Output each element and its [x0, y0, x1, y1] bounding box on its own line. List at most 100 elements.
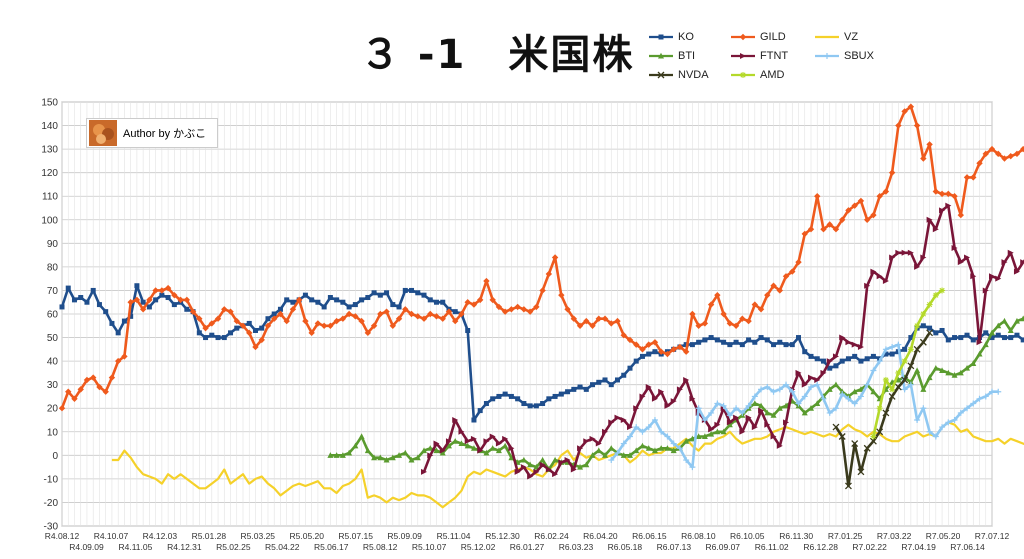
point-gild: [595, 315, 602, 322]
point-gild: [633, 341, 640, 348]
point-gild: [757, 306, 765, 313]
x-tick-label: R7.04.19: [901, 542, 936, 552]
point-gild: [77, 386, 84, 393]
point-gild: [283, 317, 290, 325]
point-nvda: [838, 433, 846, 440]
point-amd: [870, 433, 877, 440]
point-bti: [602, 452, 609, 458]
point-sbux: [764, 384, 771, 391]
legend-label: AMD: [760, 69, 785, 81]
point-ko: [1001, 335, 1007, 341]
point-bti: [408, 456, 415, 463]
point-gild: [576, 322, 584, 329]
point-ko: [359, 297, 365, 303]
point-ftnt: [539, 461, 546, 468]
point-gild: [876, 193, 883, 200]
point-gild: [551, 254, 559, 261]
point-ko: [983, 330, 989, 336]
point-ko: [277, 306, 283, 312]
point-sbux: [889, 343, 896, 350]
point-bti: [920, 386, 927, 392]
point-ko: [196, 330, 202, 336]
point-ko: [184, 306, 190, 312]
point-bti: [333, 452, 340, 458]
legend-item-amd: AMD: [730, 68, 784, 82]
author-badge: Author by かぶこ: [86, 118, 218, 148]
x-tick-label: R6.09.07: [706, 542, 741, 552]
x-tick-label: R5.12.02: [461, 542, 496, 552]
point-ftnt: [851, 341, 858, 348]
point-bti: [970, 360, 977, 366]
point-ftnt: [776, 442, 783, 449]
point-bti: [932, 364, 939, 371]
point-ko: [84, 299, 90, 305]
legend-item-nvda: NVDA: [648, 68, 709, 82]
point-ko: [820, 358, 826, 364]
point-gild: [533, 303, 540, 311]
legend-swatch-vz: [815, 35, 839, 39]
point-nvda: [919, 338, 927, 346]
point-ftnt: [914, 263, 921, 270]
series-line-ko: [60, 284, 1024, 422]
point-ko: [702, 337, 708, 343]
point-sbux: [939, 424, 946, 431]
point-gild: [152, 287, 159, 294]
x-tick-label: R4.08.12: [45, 531, 80, 541]
point-ko: [533, 403, 539, 409]
point-gild: [639, 346, 646, 353]
x-tick-label: R5.07.15: [338, 531, 373, 541]
point-bti: [626, 452, 633, 458]
point-gild: [745, 317, 752, 325]
point-ko: [708, 335, 714, 341]
point-bti: [452, 438, 459, 444]
point-ko: [171, 302, 177, 308]
point-ftnt: [470, 435, 477, 442]
point-ko: [627, 365, 633, 371]
point-sbux: [870, 367, 877, 374]
y-tick-label: 80: [47, 262, 59, 273]
point-gild: [320, 322, 328, 329]
x-tick-label: R7.07.12: [975, 531, 1010, 541]
point-bti: [427, 445, 434, 451]
point-gild: [963, 174, 971, 181]
point-gild: [389, 322, 397, 329]
point-ko: [427, 297, 433, 303]
point-ftnt: [595, 440, 602, 447]
point-ftnt: [520, 464, 527, 471]
point-ftnt: [907, 249, 914, 256]
point-ftnt: [483, 438, 490, 445]
point-ko: [958, 335, 964, 341]
point-ko: [546, 396, 552, 402]
y-tick-label: -20: [44, 498, 59, 509]
point-bti: [533, 463, 540, 470]
point-ko: [902, 346, 908, 352]
point-gild: [1013, 150, 1021, 158]
point-gild: [227, 308, 234, 315]
point-ftnt: [733, 414, 740, 421]
point-ko: [590, 382, 596, 388]
point-bti: [1020, 315, 1024, 322]
x-tick-label: R6.08.10: [681, 531, 716, 541]
point-bti: [664, 445, 671, 451]
point-sbux: [932, 433, 939, 440]
y-tick-label: 140: [41, 121, 58, 132]
point-gild: [302, 317, 309, 325]
point-bti: [433, 447, 440, 454]
point-amd: [914, 322, 921, 329]
point-gild: [832, 226, 840, 233]
point-ftnt: [832, 353, 839, 360]
point-sbux: [982, 393, 989, 400]
point-ftnt: [421, 468, 428, 475]
legend-swatch-bti: [649, 52, 673, 59]
point-ko: [864, 356, 870, 362]
point-nvda: [913, 345, 921, 353]
point-gild: [583, 317, 590, 325]
point-gild: [439, 315, 446, 322]
point-bti: [464, 442, 471, 449]
point-sbux: [832, 405, 839, 412]
point-gild: [714, 291, 721, 299]
point-gild: [196, 315, 203, 322]
point-sbux: [957, 409, 964, 416]
point-ftnt: [427, 452, 434, 459]
point-gild: [233, 317, 240, 325]
